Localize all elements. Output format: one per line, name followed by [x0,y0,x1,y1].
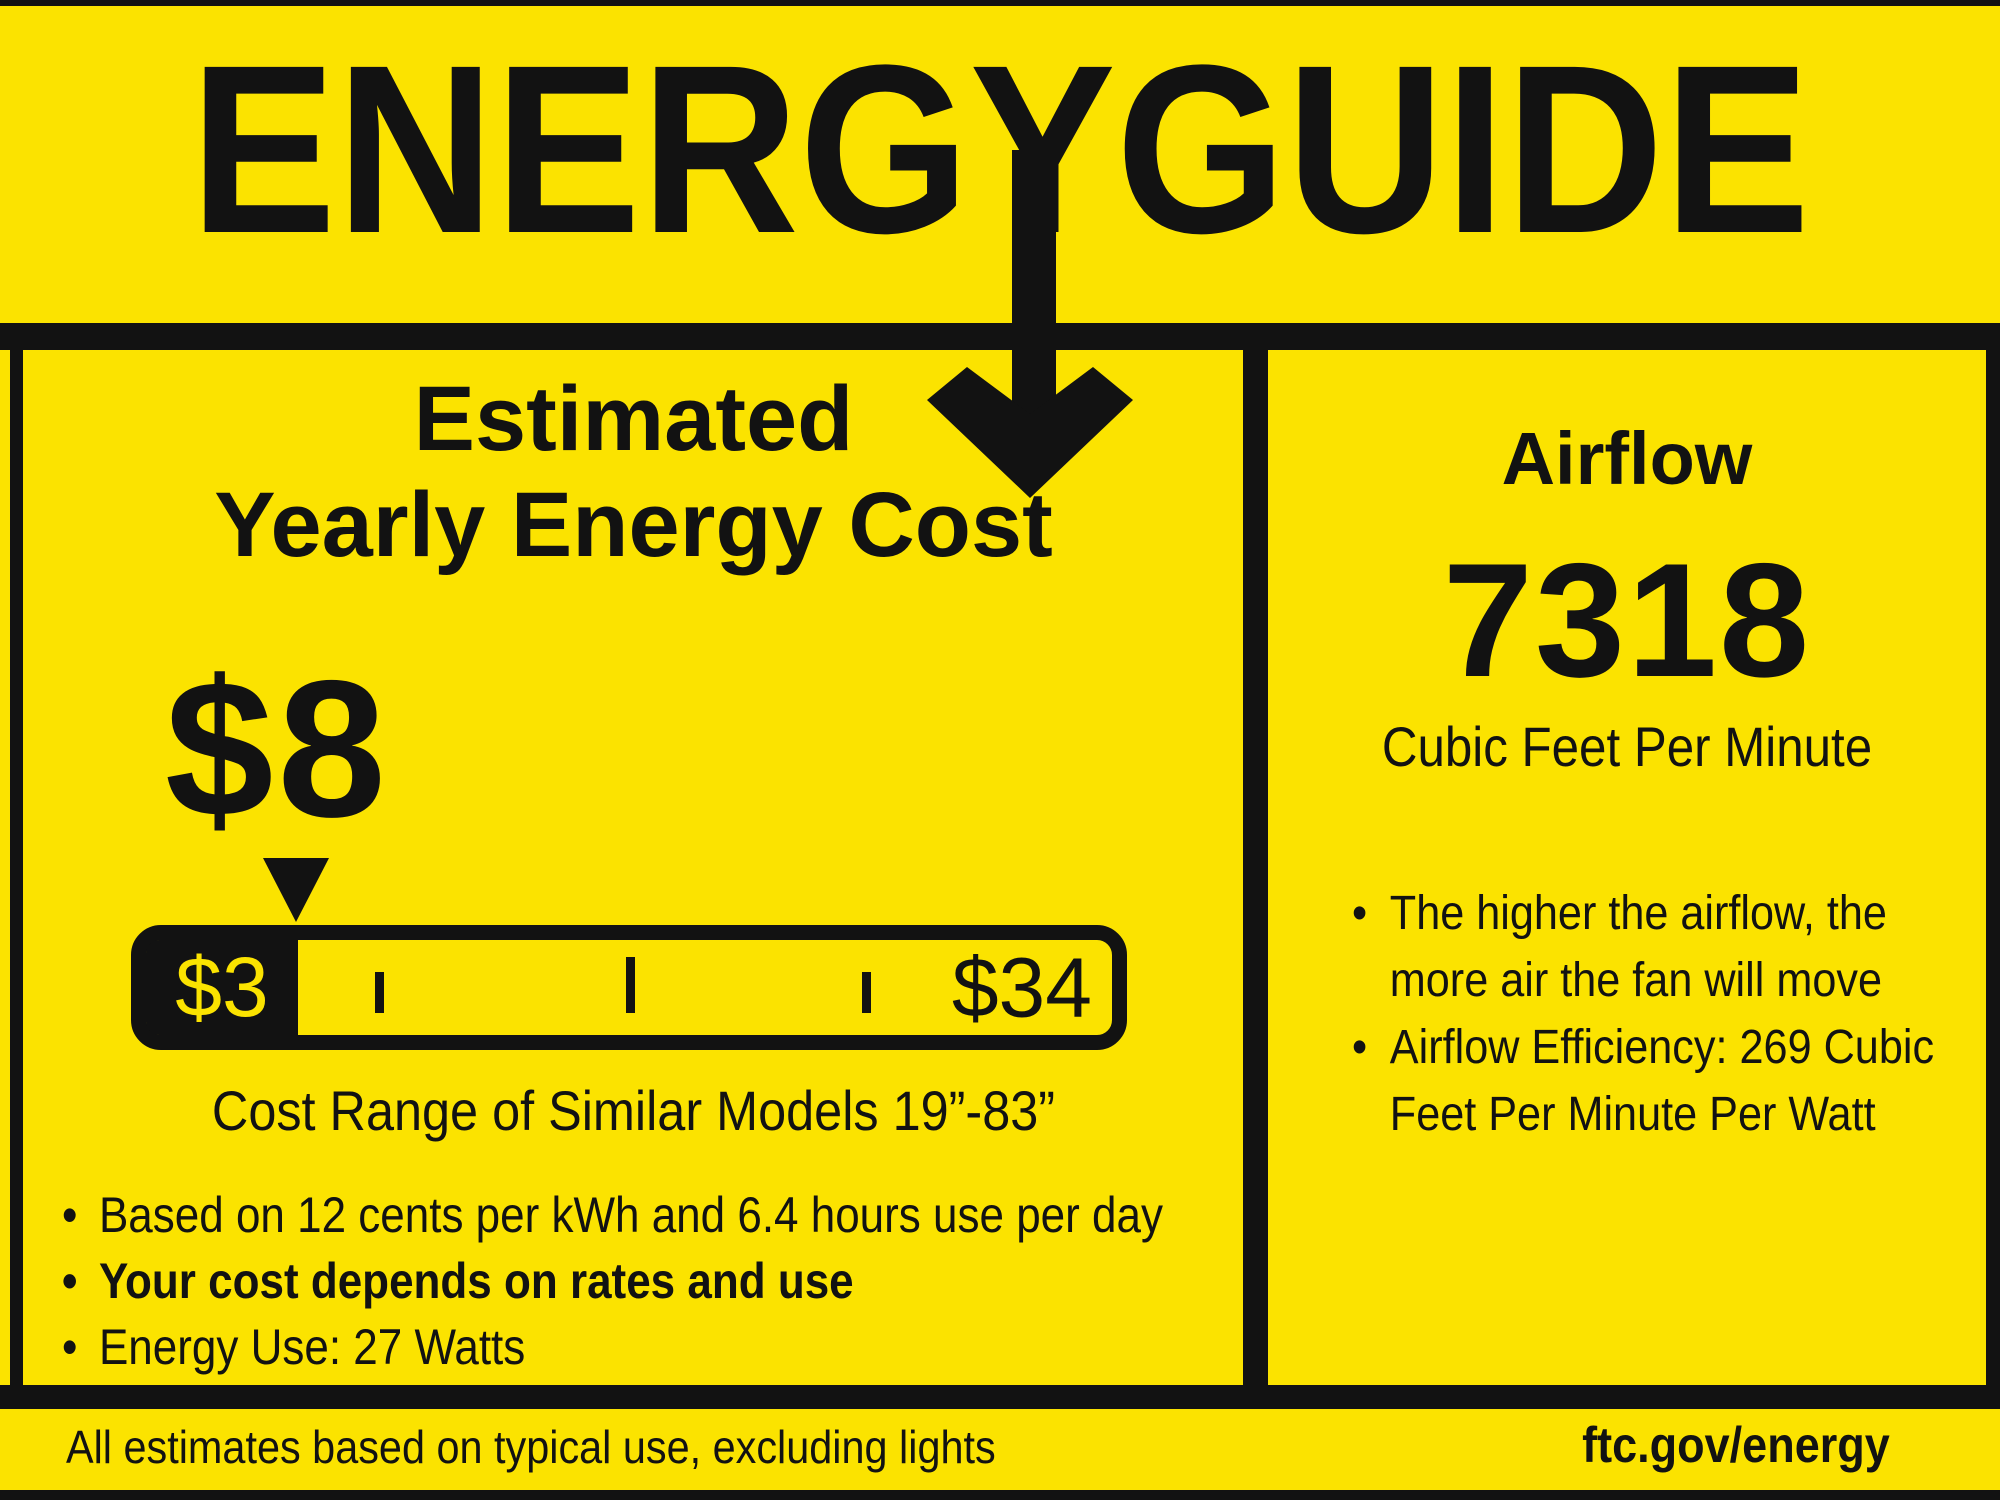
down-arrow-icon [927,150,1133,498]
heading-line-2: Yearly Energy Cost [214,474,1053,576]
airflow-heading: Airflow [1501,417,1753,500]
scale-tick [862,972,871,1013]
footer-separator [0,1385,2000,1409]
right-panel-border [1986,323,2000,1409]
energyguide-logo: ENERGYGUIDE [190,45,1810,240]
estimated-cost-value: $8 [165,640,390,858]
airflow-unit: Cubic Feet Per Minute [1381,715,1873,778]
energyguide-title: ENERGYGUIDE [190,45,1810,240]
note-airflow-efficiency-line1: Airflow Efficiency: 269 Cubic [1389,1021,1935,1074]
scale-tick [375,972,384,1013]
scale-min-label: $3 [175,940,269,1034]
note-rates-assumption: Based on 12 cents per kWh and 6.4 hours … [98,1187,1163,1243]
list-item: • The higher the airflow, the [1352,880,1934,947]
airflow-notes-list: • The higher the airflow, the more air t… [1352,880,1934,1148]
list-item: • Your cost depends on rates and use [62,1248,1163,1314]
left-panel-border [10,323,23,1409]
cost-range-bar: $3 $34 [131,925,1127,1050]
note-energy-use: Energy Use: 27 Watts [98,1319,526,1375]
note-higher-airflow-line2: more air the fan will move [1389,954,1882,1007]
cost-range-low-segment: $3 [146,940,298,1035]
scale-tick [626,957,635,1013]
top-border [0,0,2000,6]
ftc-website-label: ftc.gov/energy [1582,1417,1890,1473]
bottom-border [0,1490,2000,1500]
panel-divider [1243,323,1268,1409]
estimated-yearly-energy-cost-heading: Estimated Yearly Energy Cost [24,366,1243,578]
note-airflow-efficiency-line2: Feet Per Minute Per Watt [1389,1088,1876,1141]
cost-range-caption: Cost Range of Similar Models 19”-83” [211,1079,1056,1142]
list-item: • Airflow Efficiency: 269 Cubic [1352,1014,1934,1081]
bullet-icon: • [62,1253,78,1309]
cost-marker-icon [263,858,329,922]
note-higher-airflow-line1: The higher the airflow, the [1389,887,1887,940]
cost-notes-list: • Based on 12 cents per kWh and 6.4 hour… [62,1182,1163,1380]
note-cost-depends: Your cost depends on rates and use [98,1253,854,1309]
scale-max-label: $34 [951,940,1092,1034]
bullet-icon: • [1352,887,1368,940]
header-separator [0,323,2000,350]
list-item: • Energy Use: 27 Watts [62,1314,1163,1380]
footer-disclaimer: All estimates based on typical use, excl… [66,1421,996,1473]
list-item: • Based on 12 cents per kWh and 6.4 hour… [62,1182,1163,1248]
airflow-value: 7318 [1442,530,1812,711]
heading-line-1: Estimated [413,368,854,470]
bullet-icon: • [62,1187,78,1243]
bullet-icon: • [1352,1021,1368,1074]
bullet-icon: • [62,1319,78,1375]
